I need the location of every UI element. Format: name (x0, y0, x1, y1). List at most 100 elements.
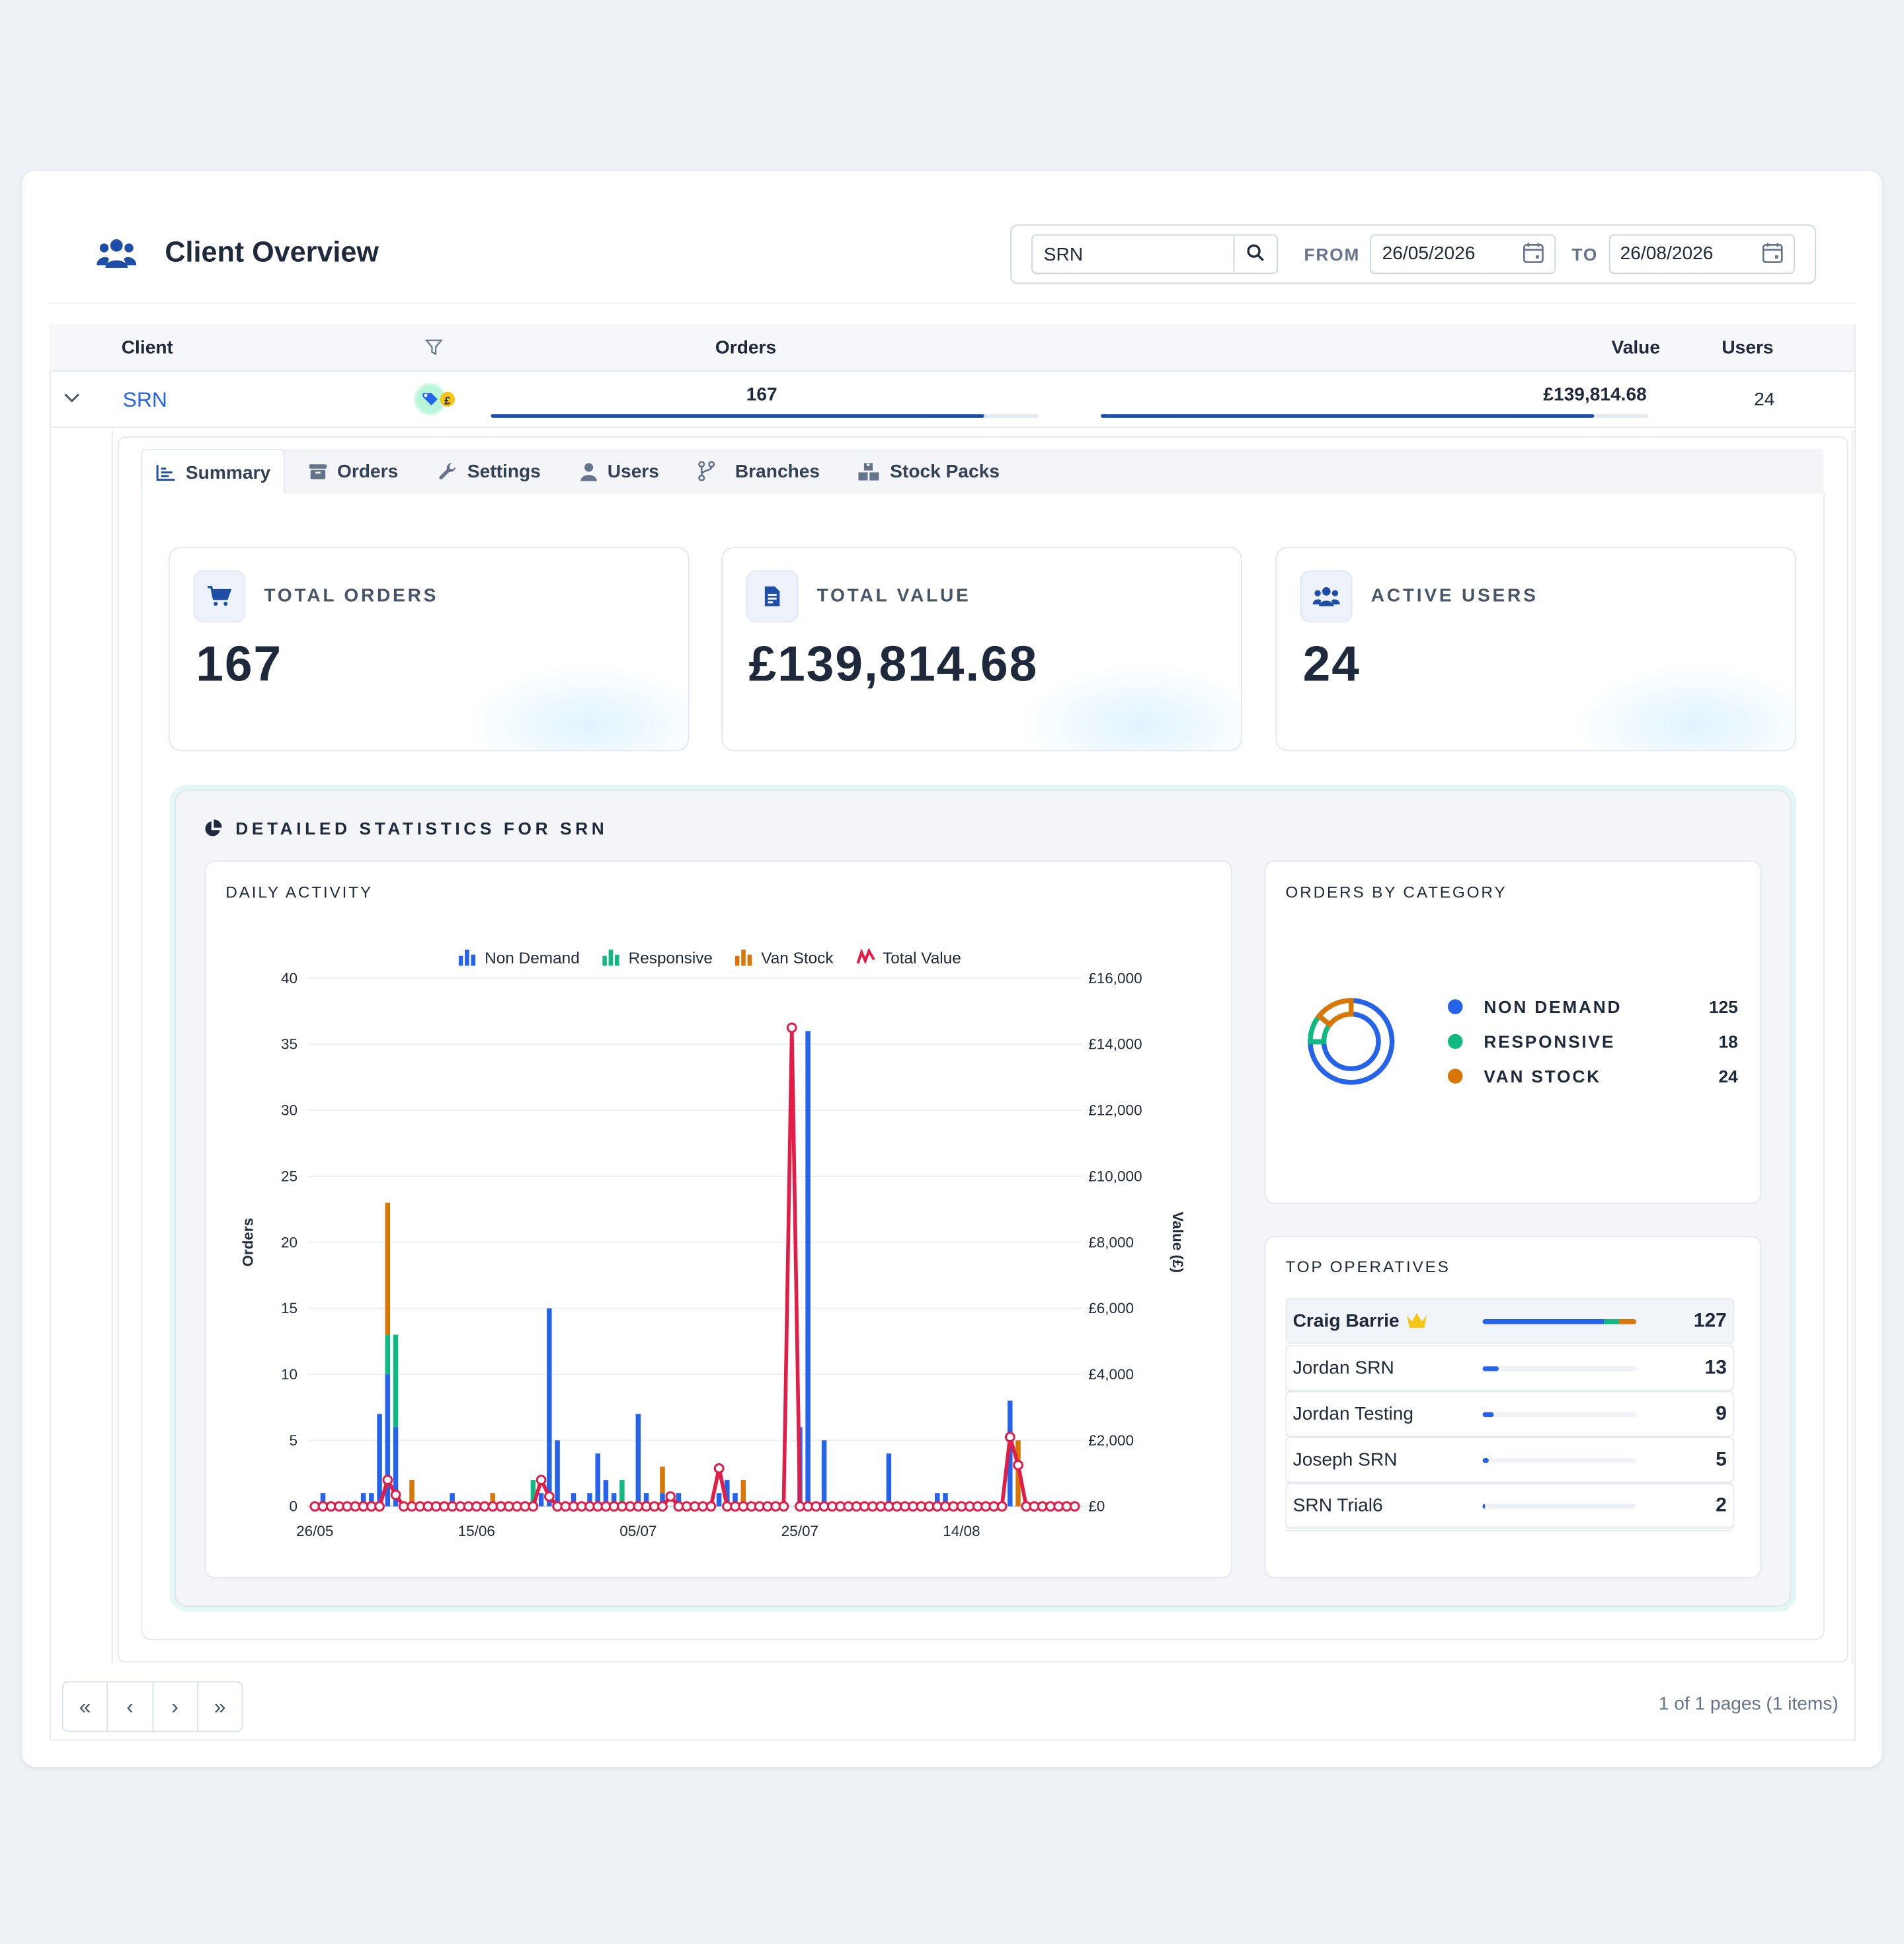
total-value-point[interactable] (657, 1501, 668, 1512)
total-value-point[interactable] (778, 1501, 789, 1512)
kpi-label: TOTAL VALUE (816, 585, 971, 606)
total-value-point[interactable] (382, 1475, 393, 1486)
total-value-point[interactable] (996, 1501, 1008, 1512)
bar-non-demand[interactable] (603, 1480, 609, 1507)
total-value-point[interactable] (1069, 1501, 1080, 1512)
total-value-point[interactable] (786, 1022, 797, 1033)
total-value-point[interactable] (713, 1463, 725, 1474)
operative-row[interactable]: Jordan SRN 13 (1285, 1345, 1735, 1391)
bar-non-demand[interactable] (369, 1493, 374, 1507)
operative-row[interactable]: Jordan Testing 9 (1285, 1391, 1735, 1438)
chevron-down-icon[interactable] (63, 392, 81, 405)
bar-non-demand[interactable] (716, 1493, 722, 1507)
legend-bar-icon[interactable] (458, 948, 476, 966)
legend-bar-icon[interactable] (734, 948, 752, 966)
bar-non-demand[interactable] (377, 1414, 382, 1507)
legend-line-icon[interactable] (856, 948, 875, 965)
donut-slice-van-stock[interactable] (1315, 998, 1354, 1028)
bar-non-demand[interactable] (320, 1493, 326, 1507)
bar-van-stock[interactable] (385, 1202, 391, 1335)
category-count: 18 (1718, 1032, 1738, 1051)
legend-van-stock[interactable]: Van Stock (761, 948, 834, 967)
legend-non-demand[interactable]: Non Demand (485, 948, 580, 967)
tab-users[interactable]: Users (580, 449, 659, 494)
bar-non-demand[interactable] (538, 1493, 544, 1507)
bar-non-demand[interactable] (547, 1308, 552, 1507)
operative-count: 127 (1693, 1310, 1727, 1332)
total-value-point[interactable] (390, 1489, 401, 1500)
from-date-input[interactable] (1369, 234, 1556, 274)
bar-non-demand[interactable] (733, 1493, 738, 1507)
y2-tick-label: £10,000 (1088, 1168, 1142, 1184)
operative-name: Jordan Testing (1292, 1403, 1414, 1425)
bar-non-demand[interactable] (1008, 1400, 1013, 1507)
column-header-orders[interactable]: Orders (715, 337, 777, 358)
bar-responsive[interactable] (393, 1334, 399, 1428)
client-link[interactable]: SRN (122, 387, 167, 412)
y-tick-label: 20 (281, 1234, 298, 1250)
tab-settings[interactable]: Settings (438, 449, 541, 494)
legend-responsive[interactable]: Responsive (628, 948, 713, 967)
total-value-point[interactable] (528, 1501, 539, 1512)
bar-responsive[interactable] (619, 1480, 625, 1507)
total-value-point[interactable] (665, 1491, 676, 1502)
bar-non-demand[interactable] (595, 1453, 600, 1507)
bar-non-demand[interactable] (611, 1493, 617, 1507)
total-value-point[interactable] (536, 1475, 547, 1486)
tab-orders[interactable]: Orders (309, 449, 398, 494)
total-value-point[interactable] (374, 1501, 385, 1512)
bar-non-demand[interactable] (805, 1031, 811, 1507)
bar-non-demand[interactable] (587, 1493, 592, 1507)
bar-van-stock[interactable] (490, 1493, 496, 1507)
total-value-point[interactable] (705, 1501, 717, 1512)
bar-non-demand[interactable] (385, 1374, 391, 1507)
column-header-client[interactable]: Client (121, 337, 173, 358)
bar-non-demand[interactable] (935, 1493, 940, 1507)
calendar-icon[interactable] (1523, 242, 1545, 264)
bar-non-demand[interactable] (643, 1493, 649, 1507)
tab-branches[interactable]: Branches (698, 449, 820, 494)
total-value-point[interactable] (543, 1491, 555, 1502)
pager-last-button[interactable]: » (214, 1694, 226, 1718)
operative-row[interactable]: Joseph SRN 5 (1285, 1437, 1735, 1483)
legend-bar-icon[interactable] (602, 948, 619, 966)
bar-non-demand[interactable] (660, 1493, 665, 1507)
bar-non-demand[interactable] (635, 1414, 641, 1507)
bar-non-demand[interactable] (360, 1493, 366, 1507)
row-value-value: £139,814.68 (1543, 384, 1647, 406)
legend-total-value[interactable]: Total Value (883, 948, 961, 967)
bar-responsive[interactable] (385, 1334, 391, 1375)
bar-van-stock[interactable] (660, 1467, 665, 1494)
donut-slice-non-demand[interactable] (1308, 998, 1395, 1085)
operative-row[interactable]: SRN Trial6 2 (1285, 1482, 1735, 1529)
tab-summary[interactable]: Summary (141, 448, 286, 495)
filter-icon[interactable] (425, 339, 443, 356)
calendar-icon[interactable] (1761, 242, 1784, 264)
bar-non-demand[interactable] (821, 1440, 827, 1507)
pager-first-button[interactable]: « (63, 1682, 108, 1731)
bar-non-demand[interactable] (450, 1493, 455, 1507)
column-header-users[interactable]: Users (1722, 337, 1774, 358)
tab-stock-packs[interactable]: Stock Packs (858, 449, 1000, 494)
bar-responsive[interactable] (530, 1480, 536, 1507)
bar-non-demand[interactable] (943, 1493, 948, 1507)
pager: « ‹ › » (61, 1681, 243, 1732)
search-button[interactable] (1233, 234, 1277, 272)
search-input[interactable] (1031, 234, 1279, 274)
bar-van-stock[interactable] (409, 1480, 415, 1507)
column-header-value[interactable]: Value (1611, 337, 1661, 358)
x-tick-label: 05/07 (619, 1523, 656, 1539)
total-value-point[interactable] (1013, 1459, 1023, 1471)
row-orders-value: 167 (746, 384, 777, 406)
pager-prev-button[interactable]: ‹ (108, 1682, 153, 1731)
bar-non-demand[interactable] (725, 1480, 730, 1507)
bar-non-demand[interactable] (676, 1493, 682, 1507)
bar-non-demand[interactable] (571, 1493, 576, 1507)
total-value-point[interactable] (1004, 1432, 1015, 1443)
bar-non-demand[interactable] (886, 1453, 892, 1507)
pager-next-button[interactable]: › (153, 1682, 198, 1731)
bar-non-demand[interactable] (555, 1440, 560, 1507)
bar-non-demand[interactable] (393, 1427, 399, 1507)
bar-van-stock[interactable] (740, 1480, 746, 1507)
operative-row[interactable]: Craig Barrie 127 (1285, 1298, 1735, 1344)
